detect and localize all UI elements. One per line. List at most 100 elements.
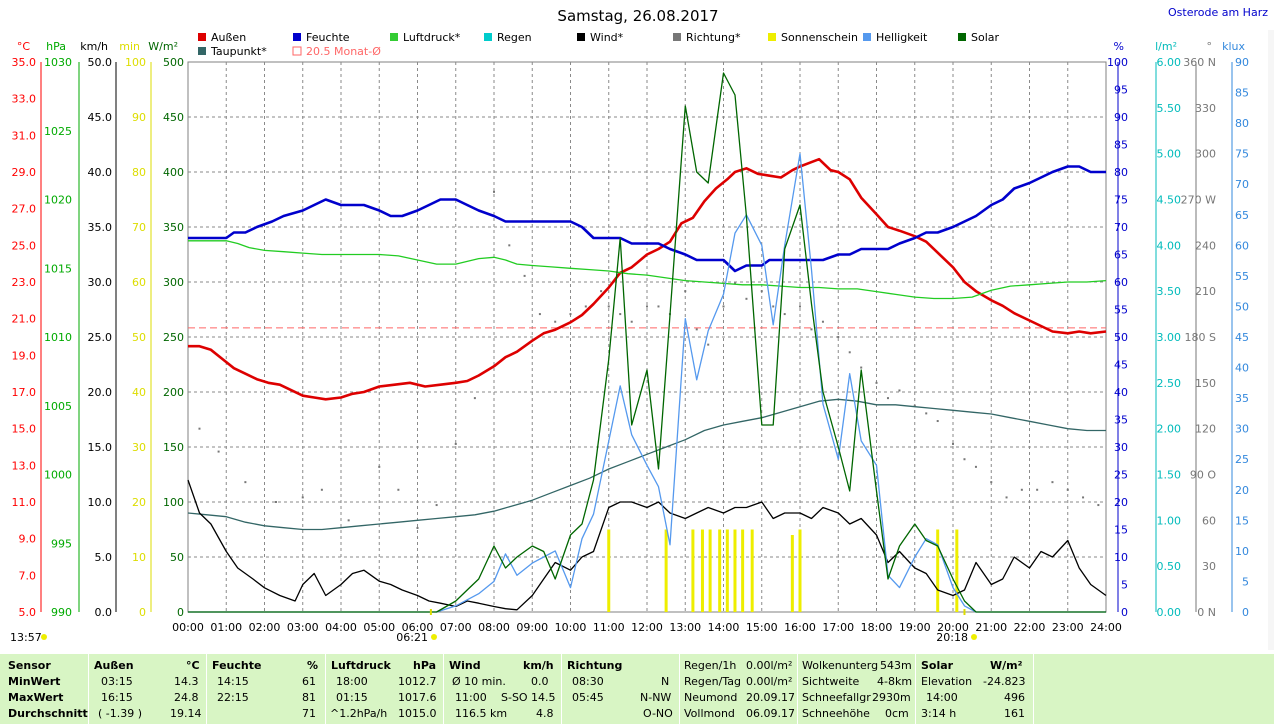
left-tick-label: 80: [132, 166, 146, 179]
left-tick-label: 995: [51, 537, 72, 550]
regen-1h-label: Regen/1h: [684, 659, 737, 672]
right-tick-label: 80: [1114, 166, 1128, 179]
direction-dot: [913, 404, 916, 407]
x-tick-label: 19:00: [899, 621, 931, 634]
right-tick-label: 1.00: [1157, 514, 1182, 527]
luftdruck-min-time: 18:00: [336, 675, 368, 688]
richtung-max-time: 05:45: [572, 691, 604, 704]
left-tick-label: 5.0: [95, 551, 113, 564]
direction-dot: [936, 420, 939, 423]
regen-tag-value: 0.00l/m²: [746, 675, 793, 688]
right-tick-label: 10: [1235, 545, 1249, 558]
left-tick-label: 20.0: [88, 386, 113, 399]
wolken-value: 543m: [880, 659, 912, 672]
scrollbar-right[interactable]: [1268, 30, 1274, 650]
left-tick-label: 40.0: [88, 166, 113, 179]
right-tick-label: 85: [1235, 87, 1249, 100]
aussen-unit: °C: [186, 659, 200, 672]
schneefall-value: 2930m: [872, 691, 911, 704]
row-avg-label: Durchschnitt: [8, 707, 88, 720]
legend-label: Feuchte: [306, 31, 350, 44]
sichtweite-value: 4-8km: [877, 675, 913, 688]
legend-swatch: [673, 33, 681, 41]
x-tick-label: 04:00: [325, 621, 357, 634]
direction-dot: [347, 519, 350, 522]
right-tick-label: 3.00: [1157, 331, 1182, 344]
feuchte-max-time: 22:15: [217, 691, 249, 704]
left-tick-label: 100: [125, 56, 146, 69]
left-tick-label: 100: [163, 496, 184, 509]
regen-1h-value: 0.00l/m²: [746, 659, 793, 672]
x-tick-label: 20:00: [937, 621, 969, 634]
x-tick-label: 14:00: [708, 621, 740, 634]
row-max-label: MaxWert: [8, 691, 64, 704]
right-tick-label: 0.00: [1157, 606, 1182, 619]
left-tick-label: 25.0: [12, 239, 37, 252]
right-tick-label: 20: [1114, 496, 1128, 509]
legend-label: Regen: [497, 31, 532, 44]
solar-max-time: 14:00: [926, 691, 958, 704]
series-line: [187, 398, 1106, 531]
right-tick-label: 95: [1114, 84, 1128, 97]
wind-max-value: 14.5: [531, 691, 556, 704]
direction-dot: [1066, 488, 1069, 491]
sunshine-bar: [790, 535, 794, 612]
direction-dot: [1020, 488, 1023, 491]
legend-label: Sonnenschein: [781, 31, 858, 44]
row-min-label: MinWert: [8, 675, 61, 688]
x-tick-label: 16:00: [784, 621, 816, 634]
right-tick-label: 4.00: [1157, 239, 1182, 252]
legend-label: 20.5 Monat-Ø: [306, 45, 381, 58]
direction-dot: [990, 481, 993, 484]
wolken-label: Wolkenunterg: [802, 659, 879, 672]
direction-dot: [217, 450, 220, 453]
left-tick-label: 200: [163, 386, 184, 399]
direction-dot: [799, 305, 801, 308]
direction-dot: [454, 442, 457, 445]
left-tick-label: 0.0: [95, 606, 113, 619]
sunshine-bar: [741, 529, 745, 612]
right-tick-label: 50: [1114, 331, 1128, 344]
left-tick-label: 35.0: [88, 221, 113, 234]
direction-dot: [630, 320, 633, 323]
legend-label: Richtung*: [686, 31, 741, 44]
sunshine-bar: [750, 529, 754, 612]
direction-dot: [416, 526, 419, 529]
solar-avg-value: 161: [1004, 707, 1025, 720]
sun-icon: [971, 634, 977, 640]
direction-dot: [963, 458, 966, 461]
legend-label: Wind*: [590, 31, 624, 44]
left-tick-label: 500: [163, 56, 184, 69]
right-tick-label: 55: [1235, 270, 1249, 283]
solar-title: Solar: [921, 659, 954, 672]
current-time-label: 13:57: [10, 631, 42, 644]
legend-label: Außen: [211, 31, 246, 44]
schneehoehe-value: 0cm: [885, 707, 909, 720]
sunshine-bar: [664, 529, 668, 612]
legend-label: Taupunkt*: [210, 45, 267, 58]
direction-dot: [378, 465, 381, 468]
series-line: [187, 479, 1107, 611]
luftdruck-min-value: 1012.7: [398, 675, 437, 688]
left-tick-label: 11.0: [12, 496, 37, 509]
wind-avg-value: 4.8: [536, 707, 554, 720]
right-tick-label: 75: [1114, 194, 1128, 207]
direction-dot: [657, 305, 660, 308]
left-tick-label: 15.0: [12, 423, 37, 436]
aussen-min-value: 14.3: [174, 675, 199, 688]
station-link[interactable]: Osterode am Harz: [1168, 6, 1268, 19]
direction-dots: [198, 190, 1100, 529]
right-axis-unit: °: [1207, 40, 1213, 53]
left-tick-label: 21.0: [12, 313, 37, 326]
right-tick-label: 60: [1202, 514, 1216, 527]
x-tick-label: 13:00: [669, 621, 701, 634]
left-tick-label: 300: [163, 276, 184, 289]
series-line: [188, 153, 1106, 613]
right-tick-label: 5: [1242, 575, 1249, 588]
direction-dot: [684, 290, 687, 293]
x-tick-label: 12:00: [631, 621, 663, 634]
right-tick-label: 35: [1235, 392, 1249, 405]
right-tick-label: 45: [1114, 359, 1128, 372]
right-tick-label: 0: [1121, 606, 1128, 619]
direction-dot: [569, 313, 572, 316]
